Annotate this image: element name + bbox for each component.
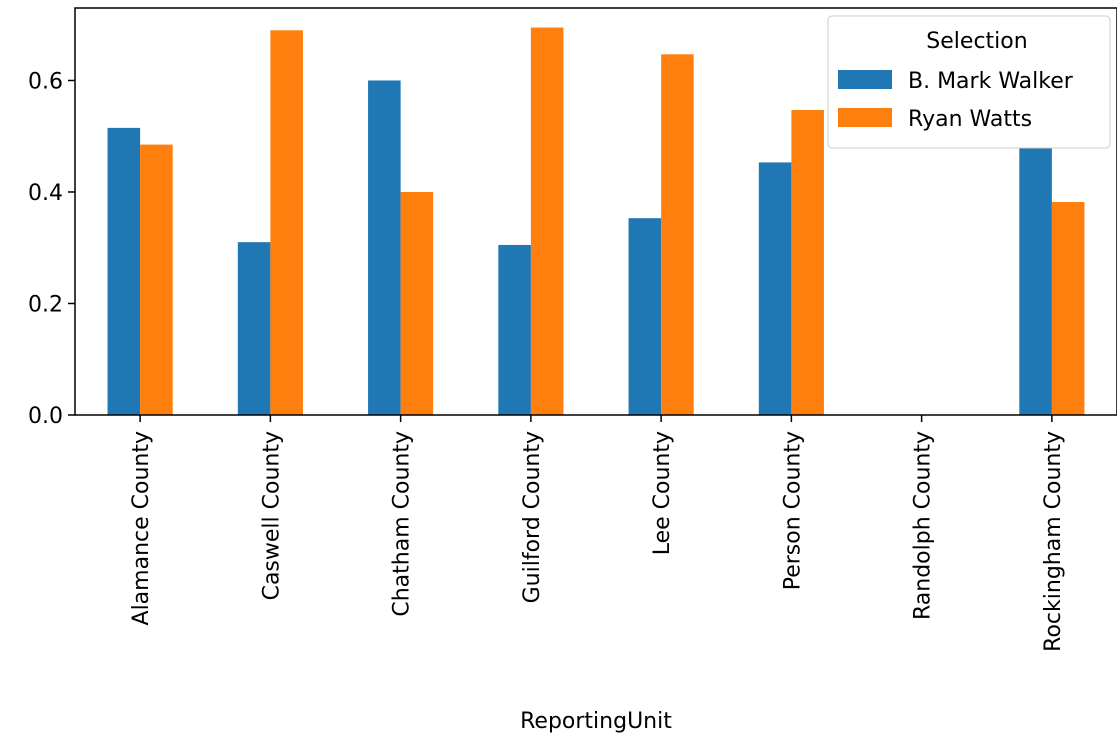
bar-series-1-3 [498, 244, 531, 415]
bar-series-2-3 [530, 27, 564, 415]
bar-series-2-5 [791, 110, 824, 415]
bars-group [107, 27, 1085, 416]
legend: Selection B. Mark Walker Ryan Watts [827, 15, 1111, 149]
bar-series-2-1 [270, 30, 303, 416]
x-tick-label: Alamance County [129, 431, 154, 625]
y-axis: 0.0 0.2 0.4 0.6 [28, 69, 75, 429]
x-tick-label: Person County [780, 431, 805, 590]
x-axis: Alamance County Caswell County Chatham Cou… [129, 415, 1066, 652]
bar-series-1-4 [628, 218, 662, 415]
legend-box [827, 15, 1111, 149]
bar-series-1-0 [107, 127, 141, 415]
y-tick-label: 0.4 [28, 181, 63, 206]
x-axis-title: ReportingUnit [520, 709, 672, 734]
bar-series-1-5 [758, 162, 792, 415]
x-tick-label: Rockingham County [1041, 431, 1066, 652]
bar-series-2-2 [400, 191, 434, 415]
bar-series-2-7 [1051, 202, 1085, 415]
legend-title: Selection [926, 29, 1027, 54]
bar-series-2-4 [661, 54, 694, 416]
bar-series-1-1 [237, 242, 271, 415]
bar-series-1-7 [1019, 148, 1052, 415]
x-tick-label: Randolph County [911, 431, 936, 620]
y-tick-label: 0.2 [28, 292, 63, 317]
bar-series-2-0 [140, 144, 173, 415]
x-tick-label: Lee County [650, 431, 675, 555]
x-tick-label: Chatham County [390, 431, 415, 617]
bar-series-1-2 [368, 80, 401, 415]
legend-swatch [838, 70, 892, 89]
x-tick-label: Guilford County [520, 431, 545, 603]
y-tick-label: 0.6 [28, 69, 63, 94]
plot-frame [74, 7, 1117, 416]
legend-swatch [838, 108, 892, 127]
y-tick-label: 0.0 [28, 404, 63, 429]
legend-label: B. Mark Walker [908, 69, 1074, 94]
legend-label: Ryan Watts [908, 107, 1032, 132]
x-tick-label: Caswell County [259, 431, 284, 600]
